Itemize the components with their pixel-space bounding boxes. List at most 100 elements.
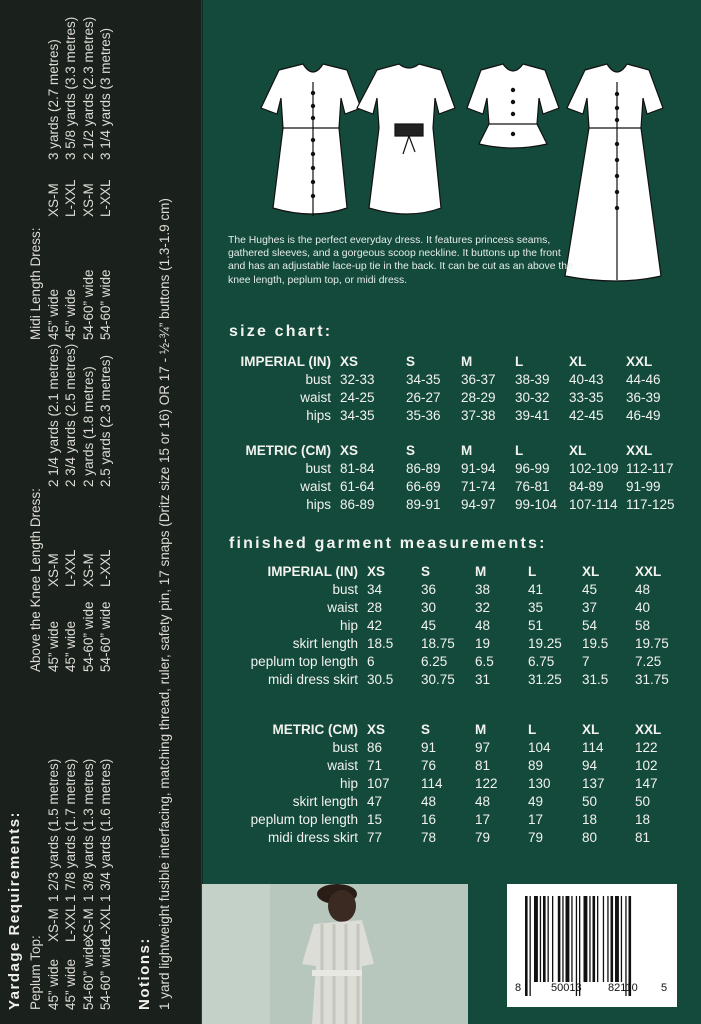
- barcode-bar: [552, 896, 554, 982]
- table-row: bust 32-33 34-35 36-37 38-39 40-43 44-46: [226, 371, 688, 389]
- barcode-digit-first: 8: [515, 982, 522, 994]
- yardage-midi-amount: 3 yards (2.7 metres): [46, 39, 61, 160]
- table-cell: 31: [475, 672, 491, 687]
- table-cell: 50: [635, 794, 651, 809]
- peplum-top-illustration: [466, 63, 560, 149]
- notions-title: Notions:: [136, 937, 153, 1010]
- table-cell: 96-99: [515, 461, 550, 476]
- table-header-row: METRIC (CM) XS S M L XL XXL: [226, 442, 688, 460]
- barcode-bar: [543, 896, 546, 982]
- table-cell: 77: [367, 830, 383, 845]
- yardage-peplum-amount: 1 7/8 yards (1.7 metres): [63, 758, 78, 902]
- yardage-midi-amount: 3 1/4 yards (3 metres): [98, 27, 113, 160]
- table-cell: 102: [635, 758, 658, 773]
- table-cell: 48: [475, 794, 491, 809]
- table-row: waist 61-64 66-69 71-74 76-81 84-89 91-99: [226, 478, 688, 496]
- measurement-label: waist: [300, 390, 331, 405]
- yardage-knee-width: 54-60” wide: [81, 601, 96, 672]
- table-row: peplum top length 15 16 17 17 18 18: [226, 811, 695, 829]
- barcode-bar: [547, 896, 549, 982]
- unit-label: IMPERIAL (IN): [267, 564, 359, 579]
- finished-measurements-title: finished garment measurements:: [229, 535, 547, 552]
- yardage-knee-heading: Above the Knee Length Dress:: [28, 488, 43, 672]
- barcode-bar: [615, 896, 619, 982]
- table-cell: 130: [528, 776, 551, 791]
- table-cell: 38: [475, 582, 491, 597]
- size-header: S: [421, 722, 431, 737]
- size-header: M: [461, 443, 473, 458]
- table-cell: 34: [367, 582, 383, 597]
- table-cell: 7.25: [635, 654, 662, 669]
- table-cell: 31.75: [635, 672, 669, 687]
- table-cell: 19: [475, 636, 491, 651]
- yardage-midi-amount: 3 5/8 yards (3.3 metres): [63, 16, 78, 160]
- table-cell: 38-39: [515, 372, 550, 387]
- table-cell: 31.5: [582, 672, 609, 687]
- table-cell: 24-25: [340, 390, 375, 405]
- size-header: XL: [582, 564, 600, 579]
- yardage-peplum-width: 45” wide: [63, 958, 78, 1010]
- yardage-peplum-width: 54-60” wide: [81, 939, 96, 1010]
- size-header: S: [406, 354, 416, 369]
- table-cell: 48: [635, 582, 651, 597]
- size-chart-imperial-table: IMPERIAL (IN) XS S M L XL XXL bust 32-33 34-35 36-…: [226, 353, 688, 425]
- barcode-bar: [534, 896, 538, 982]
- yardage-midi-size: L-XXL: [98, 179, 113, 217]
- barcode-bar: [565, 896, 570, 982]
- barcode: 8 50013 82110 5: [507, 884, 677, 1007]
- barcode-bar: [575, 896, 578, 996]
- table-cell: 19.5: [582, 636, 609, 651]
- yardage-peplum-size: L-XXL: [98, 904, 113, 942]
- table-cell: 37-38: [461, 408, 496, 423]
- measurement-label: waist: [327, 600, 358, 615]
- table-cell: 17: [528, 812, 544, 827]
- table-cell: 58: [635, 618, 651, 633]
- measurement-label: waist: [327, 758, 358, 773]
- table-cell: 28-29: [461, 390, 496, 405]
- table-cell: 114: [582, 740, 604, 755]
- size-header: M: [475, 722, 487, 737]
- model-photo: [202, 884, 468, 1024]
- size-chart-title: size chart:: [229, 323, 333, 340]
- size-header: XS: [367, 564, 386, 579]
- size-header: XS: [367, 722, 386, 737]
- table-cell: 39-41: [515, 408, 550, 423]
- unit-label: METRIC (CM): [272, 722, 358, 737]
- finished-metric-table: METRIC (CM) XS S M L XL XXL bust 86 91 97 104 114 122…: [226, 721, 695, 847]
- table-cell: 7: [582, 654, 590, 669]
- yardage-peplum-width: 54-60” wide: [98, 939, 113, 1010]
- table-cell: 122: [635, 740, 658, 755]
- table-cell: 42: [367, 618, 383, 633]
- table-cell: 30.75: [421, 672, 455, 687]
- table-cell: 36: [421, 582, 437, 597]
- table-cell: 47: [367, 794, 383, 809]
- table-cell: 112-117: [626, 461, 674, 476]
- table-row: skirt length 18.5 18.75 19 19.25 19.5 19.75: [226, 635, 695, 653]
- measurement-label: skirt length: [292, 636, 358, 651]
- barcode-bar: [602, 896, 605, 982]
- table-cell: 46-49: [626, 408, 661, 423]
- table-cell: 81: [475, 758, 491, 773]
- table-cell: 19.75: [635, 636, 669, 651]
- yardage-knee-amount: 2 1/4 yards (2.1 metres): [46, 343, 61, 487]
- yardage-midi-size: L-XXL: [63, 179, 78, 217]
- table-cell: 35-36: [406, 408, 441, 423]
- size-header: XL: [582, 722, 600, 737]
- table-row: bust 34 36 38 41 45 48: [226, 581, 695, 599]
- table-cell: 36-37: [461, 372, 496, 387]
- table-cell: 78: [421, 830, 437, 845]
- table-cell: 6.5: [475, 654, 494, 669]
- table-row: waist 28 30 32 35 37 40: [226, 599, 695, 617]
- yardage-midi-width: 54-60” wide: [81, 269, 96, 340]
- table-row: bust 86 91 97 104 114 122: [226, 739, 695, 757]
- size-header: L: [515, 443, 524, 458]
- table-cell: 19.25: [528, 636, 562, 651]
- table-cell: 91-99: [626, 479, 661, 494]
- table-cell: 86-89: [340, 497, 375, 512]
- table-cell: 107-114: [569, 497, 618, 512]
- unit-label: IMPERIAL (IN): [240, 354, 332, 369]
- table-cell: 91: [421, 740, 437, 755]
- measurement-label: midi dress skirt: [267, 830, 358, 845]
- table-cell: 49: [528, 794, 544, 809]
- table-cell: 80: [582, 830, 598, 845]
